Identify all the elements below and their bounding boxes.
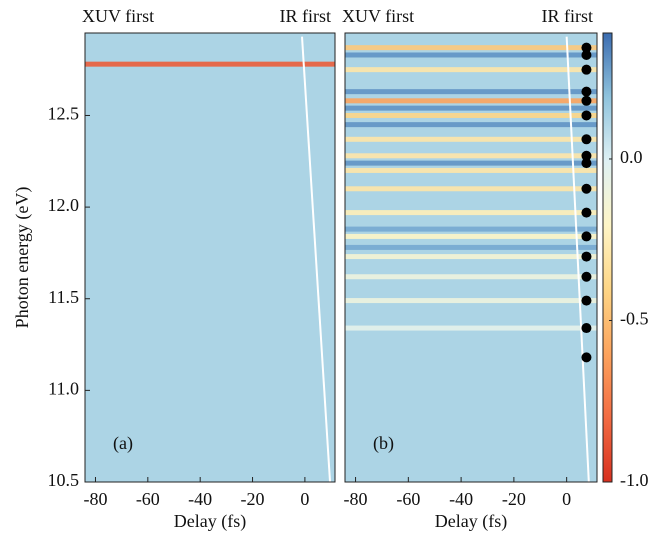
point [581,49,592,60]
point [581,352,592,363]
colorbar-tick-label: -0.5 [620,309,649,329]
overlap-line [301,36,332,482]
point [581,207,592,218]
point [581,183,592,194]
stripe [345,325,597,331]
background [85,33,335,482]
stripe [345,167,597,173]
x-tick-label: -40 [449,489,473,509]
x-tick-label: -60 [136,489,160,509]
frame [344,32,598,483]
x-tick-label: -20 [241,489,265,509]
x-axis-title: Delay (fs) [174,511,246,532]
point [581,323,592,334]
colorbar [602,32,613,483]
x-axis-title: Delay (fs) [435,511,507,532]
stripe [345,52,597,58]
stripe [345,244,597,250]
y-tick-label: 12.0 [48,195,80,215]
point [581,110,592,121]
stripe [345,112,597,118]
point [581,95,592,106]
x-tick-label: -60 [396,489,420,509]
point [581,134,592,145]
stripe [345,226,597,232]
point [581,158,592,169]
plot-area [85,36,335,482]
colorbar-tick-label: -1.0 [620,470,649,490]
y-tick-label: 11.0 [48,378,79,398]
point [581,86,592,97]
panel-label: (b) [373,433,394,454]
stripe [345,122,597,128]
x-tick-label: -40 [188,489,212,509]
point [581,64,592,75]
plot-area [345,36,597,482]
point [581,42,592,53]
stripe [85,61,335,67]
stripe [345,274,597,280]
stripe [345,67,597,73]
annotation: IR first [542,6,594,26]
y-tick-label: 11.5 [48,287,79,307]
colorbar-tick-label: 0.0 [620,147,643,167]
x-tick-label: -80 [83,489,107,509]
x-tick-label: -20 [502,489,526,509]
y-tick-label: 12.5 [48,104,80,124]
panel-label: (a) [113,433,133,454]
stripe [345,298,597,304]
annotation: XUV first [342,6,414,26]
stripe [345,186,597,192]
y-tick-label: 10.5 [48,470,80,490]
stripe [345,89,597,95]
stripe [345,136,597,142]
y-axis-title: Photon energy (eV) [12,187,33,329]
stripe [345,105,597,111]
stripe [345,98,597,104]
x-tick-label: 0 [300,489,309,509]
overlap-line [565,36,590,482]
stripe [345,254,597,260]
point [581,295,592,306]
annotation: XUV first [82,6,154,26]
frame [84,32,336,483]
stripe [345,45,597,51]
point [581,271,592,282]
stripe [345,160,597,166]
stripe [345,233,597,239]
stripe [345,210,597,216]
stripe [345,153,597,159]
x-tick-label: 0 [562,489,571,509]
point [581,251,592,262]
x-tick-label: -80 [344,489,368,509]
point [581,150,592,161]
point [581,231,592,242]
annotation: IR first [280,6,332,26]
